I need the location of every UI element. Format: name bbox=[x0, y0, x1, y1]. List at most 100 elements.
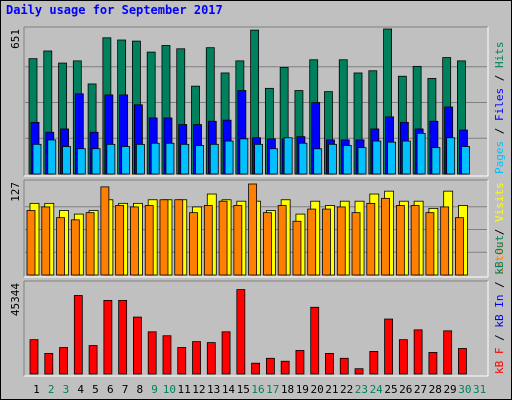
legend-separator: / bbox=[493, 121, 506, 141]
panel-2-ymax-label: 127 bbox=[9, 182, 22, 202]
bar-sites-day-18 bbox=[277, 205, 287, 276]
day-label-19: 19 bbox=[296, 383, 309, 396]
bar-pages-day-21 bbox=[328, 143, 337, 175]
day-label-12: 12 bbox=[192, 383, 205, 396]
bar-sites-day-11 bbox=[174, 199, 184, 276]
day-label-24: 24 bbox=[370, 383, 384, 396]
legend-separator: / bbox=[493, 275, 506, 295]
bar-sites-day-23 bbox=[351, 212, 361, 276]
bar-pages-day-3 bbox=[62, 146, 71, 175]
day-label-27: 27 bbox=[414, 383, 427, 396]
day-label-6: 6 bbox=[107, 383, 114, 396]
day-label-14: 14 bbox=[222, 383, 236, 396]
day-label-15: 15 bbox=[237, 383, 250, 396]
bar-kbf-day-4 bbox=[73, 295, 83, 375]
bar-sites-day-28 bbox=[425, 212, 435, 276]
bar-pages-day-16 bbox=[254, 143, 264, 175]
bar-pages-day-4 bbox=[76, 148, 86, 175]
bar-sites-day-2 bbox=[41, 206, 51, 276]
legend-files: Files bbox=[493, 88, 506, 121]
bar-kbf-day-16 bbox=[251, 362, 261, 375]
bar-pages-day-7 bbox=[121, 146, 131, 175]
bar-pages-day-8 bbox=[136, 143, 145, 175]
bar-sites-day-21 bbox=[322, 208, 331, 276]
bar-sites-day-25 bbox=[381, 197, 390, 276]
bar-kbf-day-29 bbox=[443, 330, 453, 375]
bar-kbf-day-17 bbox=[265, 357, 275, 375]
legend-separator: / bbox=[493, 328, 506, 348]
bar-kbf-day-10 bbox=[162, 335, 172, 375]
day-label-17: 17 bbox=[266, 383, 279, 396]
panel-3-ymax-label: 45344 bbox=[9, 283, 22, 316]
bar-kbf-day-28 bbox=[428, 352, 438, 375]
bar-pages-day-24 bbox=[372, 140, 382, 175]
day-label-1: 1 bbox=[33, 383, 40, 396]
day-label-21: 21 bbox=[325, 383, 338, 396]
bar-kbf-day-23 bbox=[354, 368, 364, 375]
bar-pages-day-5 bbox=[91, 148, 101, 175]
bar-pages-day-20 bbox=[313, 148, 323, 175]
day-label-11: 11 bbox=[178, 383, 191, 396]
bar-kbf-day-2 bbox=[44, 352, 54, 375]
legend-pages: Pages bbox=[493, 141, 506, 174]
bar-kbf-day-24 bbox=[369, 351, 379, 375]
bar-pages-day-23 bbox=[357, 147, 367, 175]
legend-hits: Hits bbox=[493, 42, 506, 69]
bar-kbf-day-1 bbox=[29, 339, 39, 375]
bar-pages-day-27 bbox=[416, 132, 426, 175]
bar-pages-day-14 bbox=[224, 140, 234, 175]
day-label-25: 25 bbox=[384, 383, 397, 396]
bar-pages-day-9 bbox=[150, 142, 160, 175]
bar-pages-day-2 bbox=[47, 139, 57, 175]
day-label-9: 9 bbox=[151, 383, 158, 396]
bar-kbf-day-9 bbox=[147, 331, 157, 375]
legend-visits: Visits bbox=[493, 182, 506, 222]
day-label-4: 4 bbox=[77, 383, 84, 396]
bar-pages-day-19 bbox=[298, 142, 308, 175]
chart-title: Daily usage for September 2017 bbox=[6, 3, 223, 17]
bar-pages-day-26 bbox=[401, 140, 411, 175]
bar-pages-day-1 bbox=[32, 143, 42, 175]
bar-kbf-day-22 bbox=[339, 357, 349, 375]
bar-pages-day-12 bbox=[195, 145, 204, 175]
panel-2-legend: Sites / Visits bbox=[493, 182, 506, 275]
bar-pages-day-25 bbox=[387, 141, 396, 175]
bar-kbf-day-13 bbox=[206, 342, 216, 375]
bar-pages-day-18 bbox=[283, 137, 293, 175]
day-label-3: 3 bbox=[63, 383, 70, 396]
legend-kbin: kB In bbox=[493, 295, 506, 328]
panel-3-legend: kB F / kB In / kB Out bbox=[493, 235, 506, 374]
bar-kbf-day-14 bbox=[221, 331, 231, 375]
panel-1-ymax-label: 651 bbox=[9, 29, 22, 49]
bar-sites-day-20 bbox=[307, 208, 317, 276]
bar-sites-day-19 bbox=[292, 220, 302, 276]
day-label-5: 5 bbox=[92, 383, 99, 396]
day-label-16: 16 bbox=[251, 383, 264, 396]
bar-sites-day-14 bbox=[218, 200, 228, 276]
bar-kbf-day-19 bbox=[295, 350, 305, 375]
bar-kbf-day-7 bbox=[118, 299, 128, 375]
bar-sites-day-9 bbox=[144, 205, 154, 276]
bar-pages-day-17 bbox=[268, 148, 278, 175]
bar-sites-day-16 bbox=[248, 183, 258, 276]
bar-sites-day-29 bbox=[440, 206, 450, 276]
day-label-18: 18 bbox=[281, 383, 294, 396]
bar-sites-day-5 bbox=[85, 212, 95, 276]
bar-kbf-day-3 bbox=[59, 347, 68, 375]
panel-1-legend: Pages / Files / Hits bbox=[493, 42, 506, 175]
bar-sites-day-13 bbox=[203, 205, 213, 276]
bar-sites-day-10 bbox=[159, 199, 169, 276]
bar-kbf-day-15 bbox=[236, 289, 246, 375]
bar-kbf-day-20 bbox=[310, 306, 320, 375]
bar-kbf-day-8 bbox=[133, 316, 142, 375]
bar-sites-day-24 bbox=[366, 202, 376, 276]
bar-sites-day-15 bbox=[233, 205, 243, 276]
bar-pages-day-30 bbox=[461, 146, 470, 175]
day-label-28: 28 bbox=[429, 383, 442, 396]
legend-separator: / bbox=[493, 222, 506, 242]
bar-sites-day-4 bbox=[70, 219, 80, 276]
day-label-22: 22 bbox=[340, 383, 353, 396]
bar-kbf-day-25 bbox=[384, 318, 393, 375]
bar-pages-day-13 bbox=[209, 143, 219, 175]
bar-sites-day-26 bbox=[395, 205, 405, 276]
